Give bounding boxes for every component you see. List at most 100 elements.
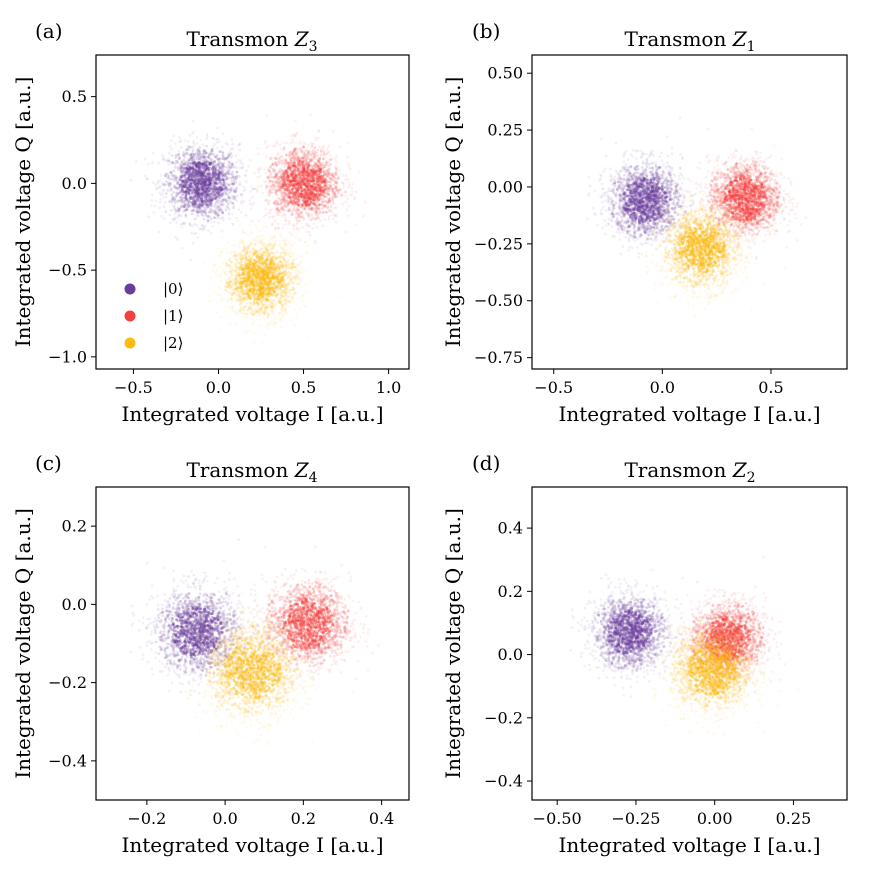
data-point — [235, 166, 239, 170]
data-point — [162, 195, 165, 199]
data-point — [332, 175, 336, 179]
data-point — [249, 303, 253, 307]
data-point — [231, 163, 235, 167]
data-point — [204, 181, 208, 185]
data-point — [282, 272, 286, 276]
data-point — [197, 186, 200, 189]
data-point — [203, 148, 207, 152]
data-point — [243, 318, 247, 322]
data-point — [220, 145, 224, 149]
data-point — [323, 205, 327, 208]
data-point — [233, 250, 237, 254]
data-point — [331, 174, 334, 177]
data-point — [288, 179, 292, 183]
data-point — [324, 200, 328, 204]
data-point — [204, 200, 207, 204]
data-point — [233, 278, 237, 281]
data-point — [264, 250, 268, 254]
data-point — [164, 210, 168, 214]
data-point — [298, 192, 301, 196]
data-point — [285, 169, 288, 173]
data-point — [191, 156, 195, 159]
data-point — [187, 173, 191, 177]
data-point — [186, 178, 190, 182]
data-point — [253, 340, 257, 344]
data-point — [196, 169, 200, 173]
data-point — [210, 192, 214, 196]
data-point — [184, 180, 187, 184]
data-point — [319, 177, 323, 181]
data-point — [183, 164, 187, 167]
data-point — [188, 173, 192, 177]
data-point — [173, 197, 176, 201]
data-point — [290, 213, 294, 217]
data-point — [187, 191, 191, 195]
data-point — [209, 187, 213, 191]
data-point — [219, 194, 223, 198]
data-point — [129, 179, 133, 182]
data-point — [324, 163, 327, 167]
data-point — [312, 171, 316, 174]
data-point — [305, 169, 309, 173]
data-point — [197, 210, 201, 214]
data-point — [289, 134, 293, 138]
data-point — [265, 243, 269, 247]
data-point — [198, 178, 201, 182]
data-point — [227, 183, 231, 187]
data-point — [333, 195, 337, 199]
data-point — [195, 202, 199, 206]
data-point — [162, 155, 166, 159]
data-point — [202, 188, 205, 192]
data-point — [279, 326, 283, 330]
data-point — [297, 227, 301, 231]
data-point — [191, 172, 194, 176]
data-point — [315, 151, 318, 155]
data-point — [226, 155, 230, 159]
data-point — [293, 323, 297, 327]
data-point — [221, 172, 225, 176]
data-point — [190, 212, 194, 216]
data-point — [275, 269, 279, 273]
data-point — [204, 158, 208, 162]
data-point — [171, 197, 175, 200]
data-point — [211, 167, 215, 171]
data-point — [191, 167, 195, 171]
y-tick-label: 0.0 — [62, 174, 87, 193]
data-point — [192, 162, 196, 165]
data-point — [263, 297, 266, 301]
data-point — [177, 157, 181, 161]
data-point — [206, 178, 210, 182]
data-point — [195, 192, 199, 196]
data-point — [207, 177, 210, 181]
data-point — [294, 202, 298, 206]
data-point — [192, 161, 196, 165]
data-point — [176, 192, 180, 195]
data-point — [299, 194, 302, 198]
data-point — [282, 146, 286, 150]
data-point — [191, 203, 195, 207]
data-point — [185, 207, 189, 211]
data-point — [175, 187, 178, 191]
data-point — [310, 143, 314, 147]
data-point — [310, 195, 314, 199]
data-point — [217, 198, 221, 202]
data-point — [195, 210, 198, 214]
data-point — [321, 166, 325, 170]
data-point — [276, 202, 279, 206]
data-point — [256, 284, 259, 288]
data-point — [198, 164, 201, 168]
data-point — [205, 183, 209, 187]
data-point — [280, 169, 284, 172]
data-point — [208, 166, 212, 170]
data-point — [201, 180, 204, 184]
data-point — [322, 173, 326, 177]
data-point — [222, 174, 225, 178]
data-point — [275, 250, 279, 254]
data-point — [201, 205, 205, 209]
data-point — [199, 176, 203, 180]
data-point — [297, 181, 300, 185]
data-point — [218, 254, 222, 258]
data-point — [199, 183, 203, 187]
data-point — [188, 196, 192, 199]
data-point — [166, 159, 170, 163]
